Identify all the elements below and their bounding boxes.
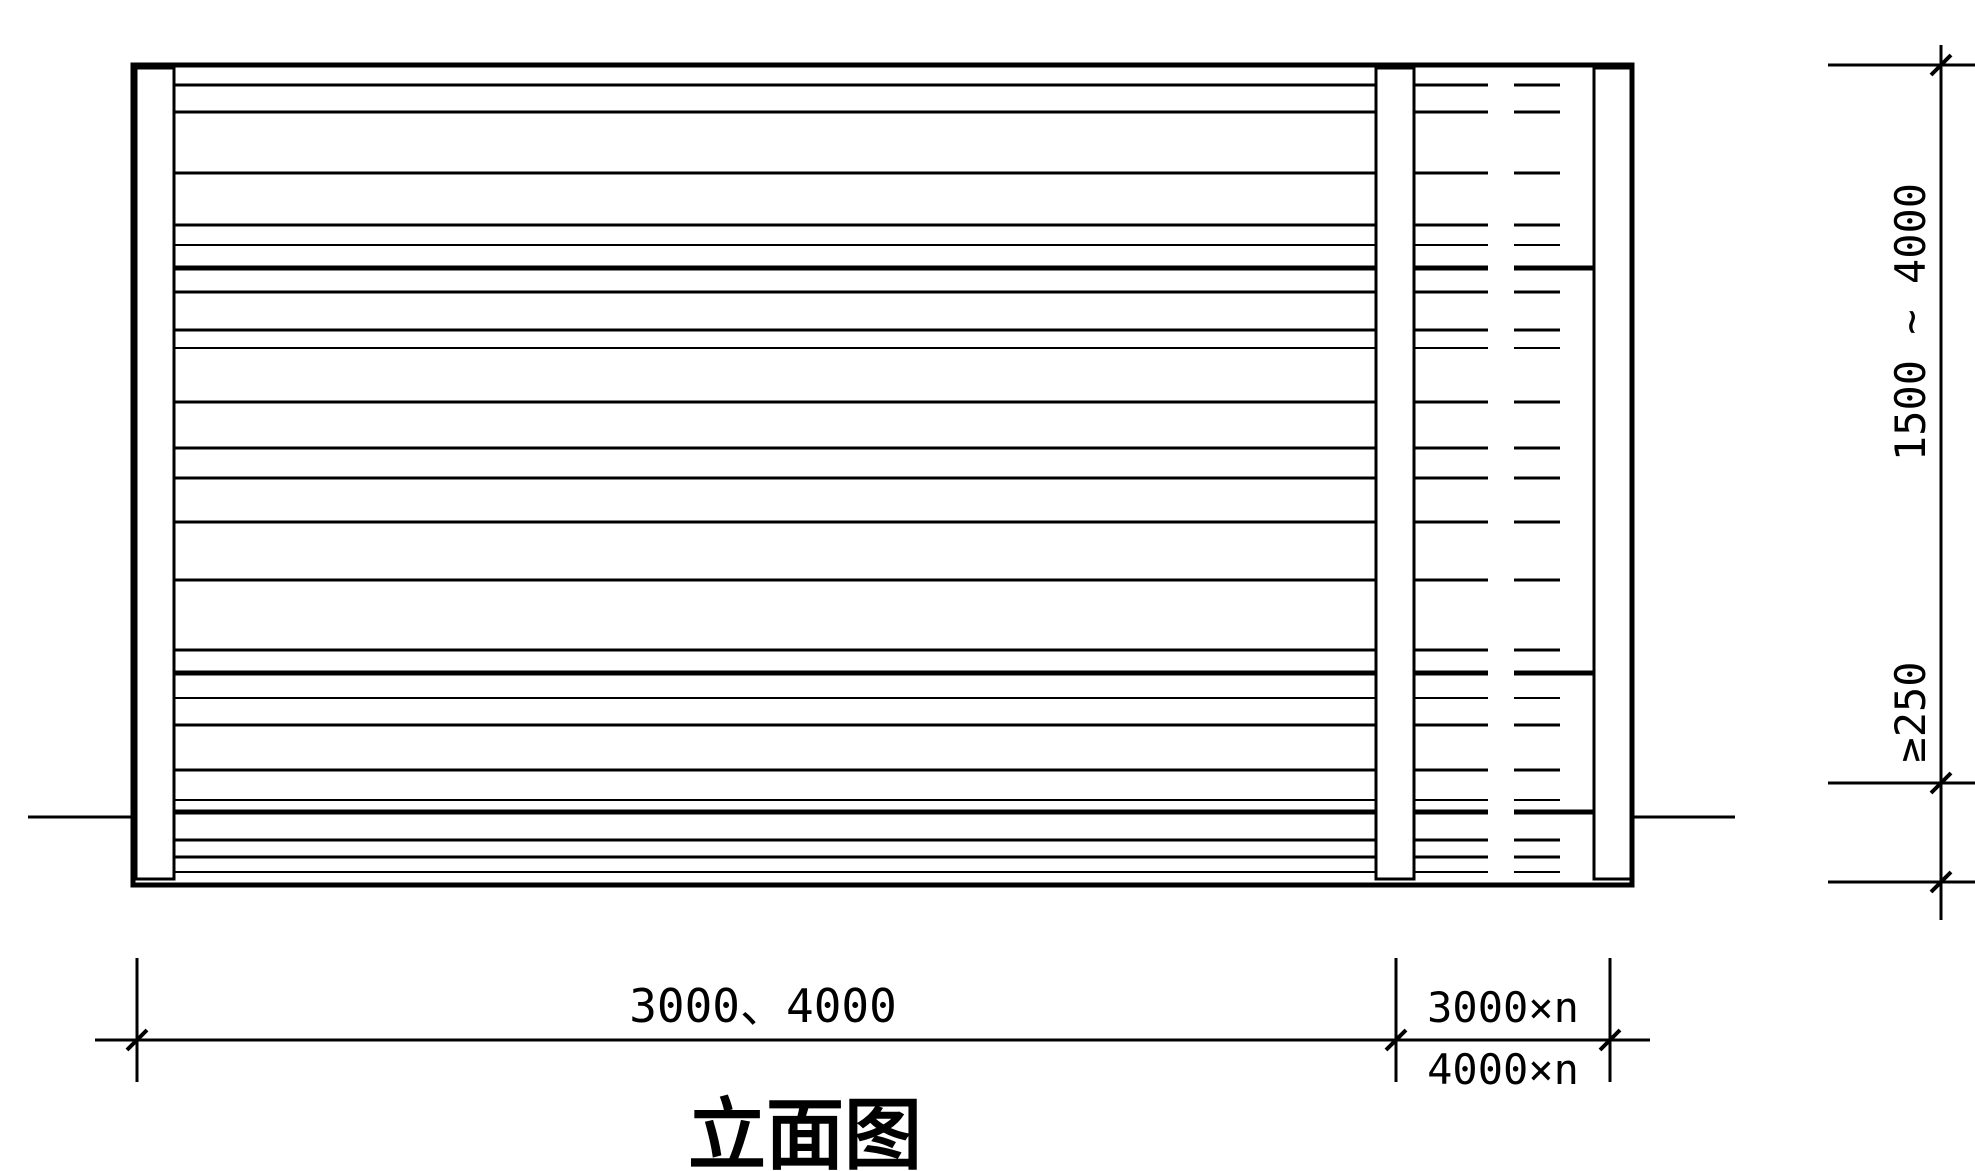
dimension-panel-width: 3000、4000 [629, 979, 897, 1033]
drawing-title: 立面图 [688, 1091, 922, 1171]
dimension-height-range: 1500 ~ 4000 [1886, 183, 1935, 461]
break-gap [1488, 60, 1514, 886]
horizontal-boards [175, 83, 1560, 873]
dimension-base-min: ≥250 [1886, 661, 1935, 762]
posts [134, 66, 1634, 881]
dimension-repeat-width-top: 3000×n [1427, 983, 1579, 1032]
dimension-repeat-width-bottom: 4000×n [1427, 1045, 1579, 1094]
panel-outline [130, 62, 1635, 888]
horizontal-dimension [95, 958, 1650, 1082]
vertical-dimension [1828, 45, 1975, 920]
